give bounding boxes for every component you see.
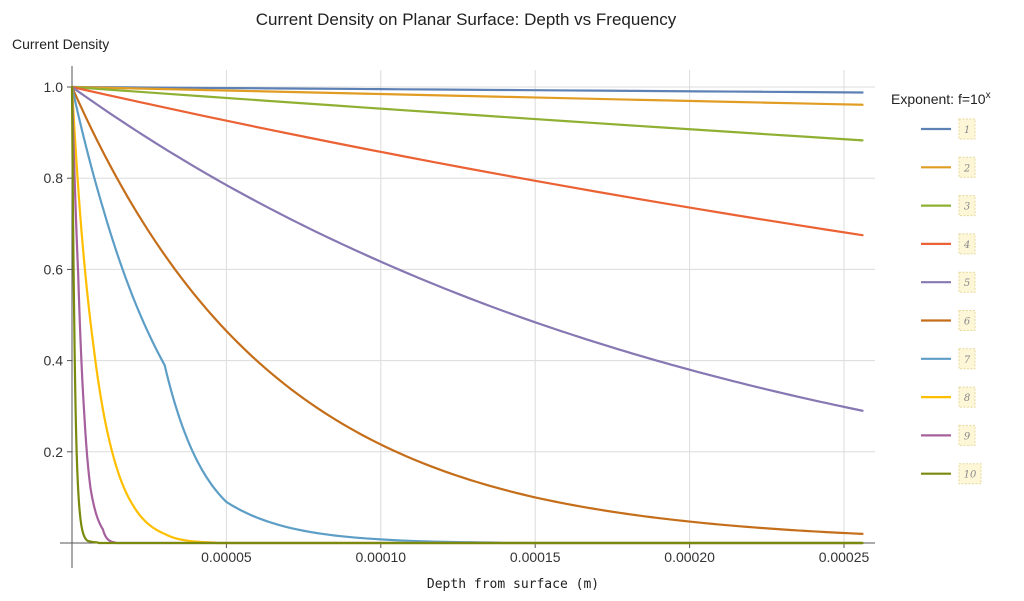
- y-tick-label: 0.8: [44, 170, 64, 186]
- legend-label: 2: [963, 163, 970, 174]
- series-line-8: [70, 85, 864, 545]
- series-line-7: [70, 85, 864, 545]
- legend-label-box: [958, 271, 976, 293]
- legend-label: 5: [964, 278, 970, 289]
- x-tick-label: 0.00020: [664, 549, 715, 565]
- legend-entry-8: 8: [921, 386, 976, 408]
- grid: [72, 70, 875, 543]
- legend-label-box: [958, 233, 976, 255]
- series-line-3: [70, 85, 864, 142]
- x-tick-label: 0.00005: [201, 549, 252, 565]
- legend-label-box: [958, 463, 982, 485]
- y-tick-label: 1.0: [44, 79, 64, 95]
- legend-label-box: [958, 195, 976, 217]
- y-tick-label: 0.6: [44, 261, 64, 277]
- series-line-6: [70, 85, 864, 535]
- series-line-5: [70, 85, 864, 412]
- y-tick-label: 0.4: [44, 353, 64, 369]
- legend-items: 1 2 3 4 5 6 7 8 9 10: [921, 118, 982, 485]
- legend-label-box: [958, 424, 976, 446]
- axes: [60, 66, 875, 568]
- legend-label: 3: [964, 202, 970, 213]
- legend-label-box: [958, 310, 976, 331]
- legend-label: 8: [964, 393, 970, 404]
- legend-title-superscript: x: [986, 90, 991, 101]
- legend-entry-7: 7: [921, 348, 976, 370]
- series-line-4: [70, 85, 864, 237]
- legend-title: Exponent: f=10x: [891, 90, 991, 107]
- legend-entry-6: 6: [921, 310, 976, 331]
- legend-entry-2: 2: [921, 156, 976, 178]
- legend-label: 4: [963, 240, 970, 251]
- legend-label: 7: [964, 355, 971, 366]
- legend-entry-5: 5: [921, 271, 976, 293]
- legend-entry-4: 4: [921, 233, 976, 255]
- legend-label: 1: [964, 125, 970, 136]
- legend-label-box: [958, 156, 976, 178]
- x-tick-label: 0.00025: [819, 549, 870, 565]
- plot-area: [70, 85, 864, 545]
- y-tick-label: 0.2: [44, 444, 64, 460]
- x-tick-label: 0.00010: [355, 549, 406, 565]
- legend-label-box: [958, 118, 976, 140]
- legend: Exponent: f=10x 1 2 3 4 5 6 7 8 9 10: [891, 90, 991, 485]
- legend-entry-3: 3: [921, 195, 976, 217]
- legend-label: 10: [964, 470, 977, 481]
- legend-entry-1: 1: [921, 118, 976, 140]
- tick-labels: 0.00005 0.00010 0.00015 0.00020 0.00025 0.2 0.…: [44, 79, 870, 565]
- x-axis-label: Depth from surface (m): [427, 577, 599, 592]
- series-line-1: [70, 85, 864, 94]
- chart-title: Current Density on Planar Surface: Depth…: [256, 10, 677, 29]
- legend-label-box: [958, 386, 976, 408]
- legend-entry-10: 10: [921, 463, 982, 485]
- x-tick-label: 0.00015: [510, 549, 561, 565]
- series-line-9: [70, 85, 864, 545]
- legend-title-text: Exponent: f=10: [891, 91, 986, 107]
- series-line-2: [70, 85, 864, 106]
- series-line-10: [70, 85, 864, 545]
- legend-label: 6: [964, 317, 971, 328]
- legend-entry-9: 9: [921, 424, 976, 446]
- legend-label: 9: [964, 431, 971, 442]
- y-axis-label: Current Density: [12, 36, 109, 52]
- legend-label-box: [958, 348, 976, 370]
